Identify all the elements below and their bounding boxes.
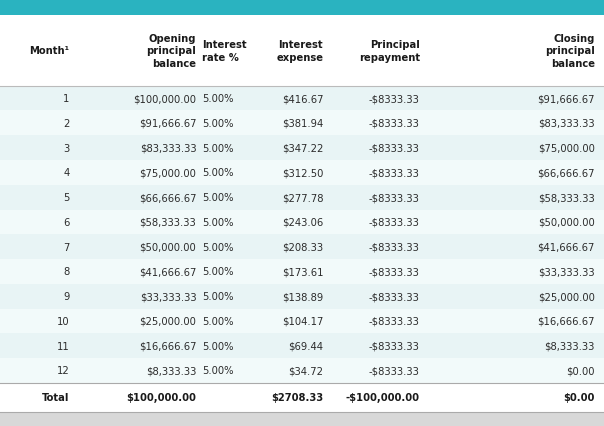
Text: $25,000.00: $25,000.00 — [140, 316, 196, 326]
Text: 5.00%: 5.00% — [202, 316, 234, 326]
Text: Month¹: Month¹ — [30, 46, 69, 56]
Text: 5.00%: 5.00% — [202, 341, 234, 351]
Bar — [0, 309, 604, 334]
Text: -$8333.33: -$8333.33 — [369, 118, 420, 129]
Text: $16,666.67: $16,666.67 — [139, 341, 196, 351]
Text: Interest
expense: Interest expense — [276, 40, 323, 63]
Text: $208.33: $208.33 — [282, 242, 323, 252]
Text: $50,000.00: $50,000.00 — [538, 217, 595, 227]
Bar — [0, 358, 604, 383]
Text: $104.17: $104.17 — [281, 316, 323, 326]
Text: 9: 9 — [63, 291, 69, 302]
Text: $100,000.00: $100,000.00 — [126, 392, 196, 403]
Text: 5.00%: 5.00% — [202, 118, 234, 129]
Text: $8,333.33: $8,333.33 — [146, 366, 196, 376]
Text: $41,666.67: $41,666.67 — [538, 242, 595, 252]
Text: 5.00%: 5.00% — [202, 267, 234, 277]
Text: $66,666.67: $66,666.67 — [139, 193, 196, 203]
Text: 3: 3 — [63, 143, 69, 153]
Text: $100,000.00: $100,000.00 — [133, 94, 196, 104]
Text: -$8333.33: -$8333.33 — [369, 291, 420, 302]
Text: $83,333.33: $83,333.33 — [538, 118, 595, 129]
Text: $16,666.67: $16,666.67 — [538, 316, 595, 326]
Text: 7: 7 — [63, 242, 69, 252]
Text: 11: 11 — [57, 341, 69, 351]
Text: $138.89: $138.89 — [282, 291, 323, 302]
Text: $75,000.00: $75,000.00 — [538, 143, 595, 153]
Text: $50,000.00: $50,000.00 — [140, 242, 196, 252]
Text: 5.00%: 5.00% — [202, 143, 234, 153]
Text: 5.00%: 5.00% — [202, 168, 234, 178]
Text: -$8333.33: -$8333.33 — [369, 267, 420, 277]
Text: -$8333.33: -$8333.33 — [369, 168, 420, 178]
Text: 6: 6 — [63, 217, 69, 227]
Text: 1: 1 — [63, 94, 69, 104]
Text: $33,333.33: $33,333.33 — [538, 267, 595, 277]
Text: 5.00%: 5.00% — [202, 193, 234, 203]
Text: $243.06: $243.06 — [282, 217, 323, 227]
Text: $277.78: $277.78 — [281, 193, 323, 203]
Text: $41,666.67: $41,666.67 — [139, 267, 196, 277]
Text: 2: 2 — [63, 118, 69, 129]
Text: $69.44: $69.44 — [288, 341, 323, 351]
Text: -$100,000.00: -$100,000.00 — [345, 392, 420, 403]
Bar — [0, 86, 604, 111]
Text: 5.00%: 5.00% — [202, 291, 234, 302]
Text: -$8333.33: -$8333.33 — [369, 143, 420, 153]
Text: -$8333.33: -$8333.33 — [369, 217, 420, 227]
Text: -$8333.33: -$8333.33 — [369, 341, 420, 351]
Bar — [0, 412, 604, 426]
Text: 4: 4 — [63, 168, 69, 178]
Text: -$8333.33: -$8333.33 — [369, 94, 420, 104]
Bar — [0, 161, 604, 185]
Text: $8,333.33: $8,333.33 — [545, 341, 595, 351]
Bar — [0, 210, 604, 235]
Text: Closing
principal
balance: Closing principal balance — [545, 34, 595, 69]
Text: 12: 12 — [57, 366, 69, 376]
Text: 5.00%: 5.00% — [202, 242, 234, 252]
Text: $2708.33: $2708.33 — [271, 392, 323, 403]
Text: -$8333.33: -$8333.33 — [369, 316, 420, 326]
Text: $25,000.00: $25,000.00 — [538, 291, 595, 302]
Text: 5.00%: 5.00% — [202, 217, 234, 227]
Bar — [0, 111, 604, 136]
Text: -$8333.33: -$8333.33 — [369, 242, 420, 252]
Bar — [0, 185, 604, 210]
Text: $347.22: $347.22 — [281, 143, 323, 153]
Text: $0.00: $0.00 — [567, 366, 595, 376]
Bar — [0, 383, 604, 412]
Text: 5.00%: 5.00% — [202, 366, 234, 376]
Bar — [0, 0, 604, 16]
Text: $58,333.33: $58,333.33 — [140, 217, 196, 227]
Text: Interest
rate %: Interest rate % — [202, 40, 247, 63]
Text: Total: Total — [42, 392, 69, 403]
Bar — [0, 259, 604, 284]
Text: $312.50: $312.50 — [281, 168, 323, 178]
Bar — [0, 16, 604, 86]
Text: Principal
repayment: Principal repayment — [359, 40, 420, 63]
Text: -$8333.33: -$8333.33 — [369, 193, 420, 203]
Text: $33,333.33: $33,333.33 — [140, 291, 196, 302]
Text: 5: 5 — [63, 193, 69, 203]
Text: $34.72: $34.72 — [288, 366, 323, 376]
Bar — [0, 136, 604, 161]
Text: $75,000.00: $75,000.00 — [140, 168, 196, 178]
Text: $381.94: $381.94 — [282, 118, 323, 129]
Bar — [0, 334, 604, 358]
Text: 10: 10 — [57, 316, 69, 326]
Text: $83,333.33: $83,333.33 — [140, 143, 196, 153]
Text: $91,666.67: $91,666.67 — [139, 118, 196, 129]
Text: Opening
principal
balance: Opening principal balance — [147, 34, 196, 69]
Text: -$8333.33: -$8333.33 — [369, 366, 420, 376]
Text: 5.00%: 5.00% — [202, 94, 234, 104]
Text: $173.61: $173.61 — [281, 267, 323, 277]
Text: $91,666.67: $91,666.67 — [538, 94, 595, 104]
Text: $58,333.33: $58,333.33 — [538, 193, 595, 203]
Text: $66,666.67: $66,666.67 — [538, 168, 595, 178]
Text: $0.00: $0.00 — [564, 392, 595, 403]
Bar — [0, 235, 604, 259]
Bar — [0, 284, 604, 309]
Text: 8: 8 — [63, 267, 69, 277]
Text: $416.67: $416.67 — [281, 94, 323, 104]
